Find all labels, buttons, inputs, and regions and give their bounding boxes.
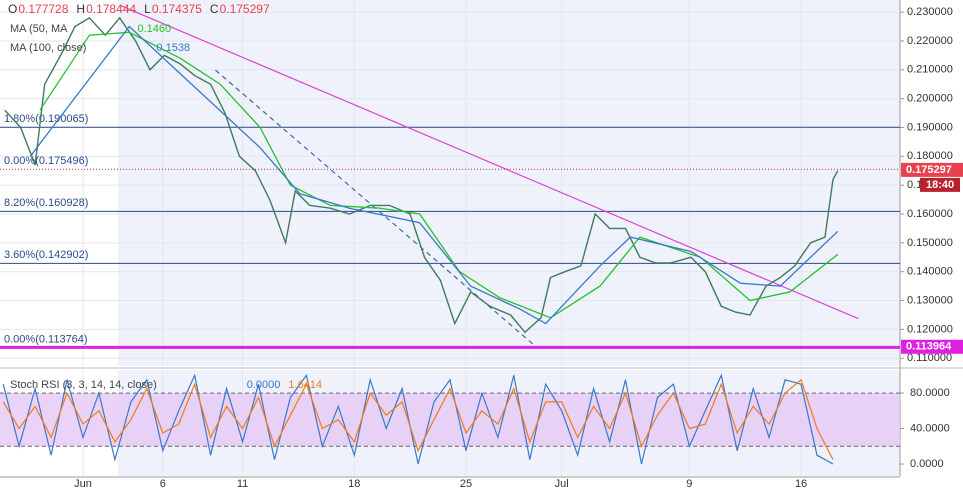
ohlc-value: 0.178444: [86, 2, 136, 16]
legend-name: MA (100, close): [10, 42, 86, 54]
legend-name: MA (50, MA: [10, 23, 68, 35]
legend-value: 0.1460: [137, 23, 171, 35]
y-tick-label: 40.0000: [910, 422, 950, 434]
ohlc-value: 0.175297: [220, 2, 270, 16]
x-tick-label: 6: [160, 478, 166, 490]
ohlc-key: O: [8, 2, 17, 16]
ohlc-value: 0.177728: [18, 2, 68, 16]
price-badge: [901, 339, 963, 354]
ohlc-value: 0.174375: [152, 2, 202, 16]
price-line: [4, 16, 839, 334]
x-tick-label: Jul: [555, 478, 569, 490]
x-tick-label: 11: [237, 478, 248, 490]
stoch-value: 1.6414: [288, 379, 322, 391]
x-tick-label: 25: [460, 478, 472, 490]
y-tick-label: 0.150000: [907, 237, 953, 249]
y-tick-label: 0.130000: [907, 294, 953, 306]
fib-label: 3.60%(0.142902): [4, 249, 88, 261]
y-tick-label: 0.230000: [907, 6, 953, 18]
y-tick-label: 0.220000: [907, 35, 953, 47]
legend-value: 0.1538: [156, 42, 190, 54]
y-tick-label: 0.200000: [907, 93, 953, 105]
price-badge-label: 0.175297: [906, 164, 952, 176]
time-badge-label: 18:40: [926, 179, 954, 191]
y-tick-label: 0.140000: [907, 266, 953, 278]
fib-label: 8.20%(0.160928): [4, 197, 88, 209]
trendline: [119, 4, 859, 320]
x-tick-label: 9: [686, 478, 692, 490]
y-tick-label: 0.0000: [910, 458, 944, 470]
y-tick-label: 0.120000: [907, 323, 953, 335]
y-tick-label: 0.110000: [907, 352, 952, 364]
ohlc-key: H: [76, 2, 85, 16]
x-tick-label: 18: [348, 478, 360, 490]
y-tick-label: 0.210000: [907, 64, 953, 76]
stoch-value: 0.0000: [247, 379, 281, 391]
price-badge-label: 0.113964: [906, 341, 952, 353]
moving-average: [29, 25, 839, 325]
x-tick-label: 16: [795, 478, 807, 490]
stoch-line: [2, 373, 834, 465]
y-tick-label: 0.160000: [907, 208, 953, 220]
stoch-line: [2, 378, 834, 460]
fib-label: 0.00%(0.113764): [4, 333, 88, 345]
y-tick-label: 0.180000: [907, 150, 953, 162]
ohlc-key: L: [144, 2, 151, 16]
ohlc-key: C: [210, 2, 219, 16]
fib-label: 1.80%(0.190065): [4, 113, 88, 125]
y-tick-label: 0.190000: [907, 121, 953, 133]
stoch-title: Stoch RSI (3, 3, 14, 14, close): [10, 379, 157, 391]
shaded-range: [118, 0, 900, 366]
x-tick-label: Jun: [74, 478, 92, 490]
price-badge: [901, 162, 963, 177]
fib-label: 0.00%(0.175496): [4, 155, 88, 167]
y-tick-label: 80.0000: [910, 387, 950, 399]
time-badge: [920, 177, 960, 192]
